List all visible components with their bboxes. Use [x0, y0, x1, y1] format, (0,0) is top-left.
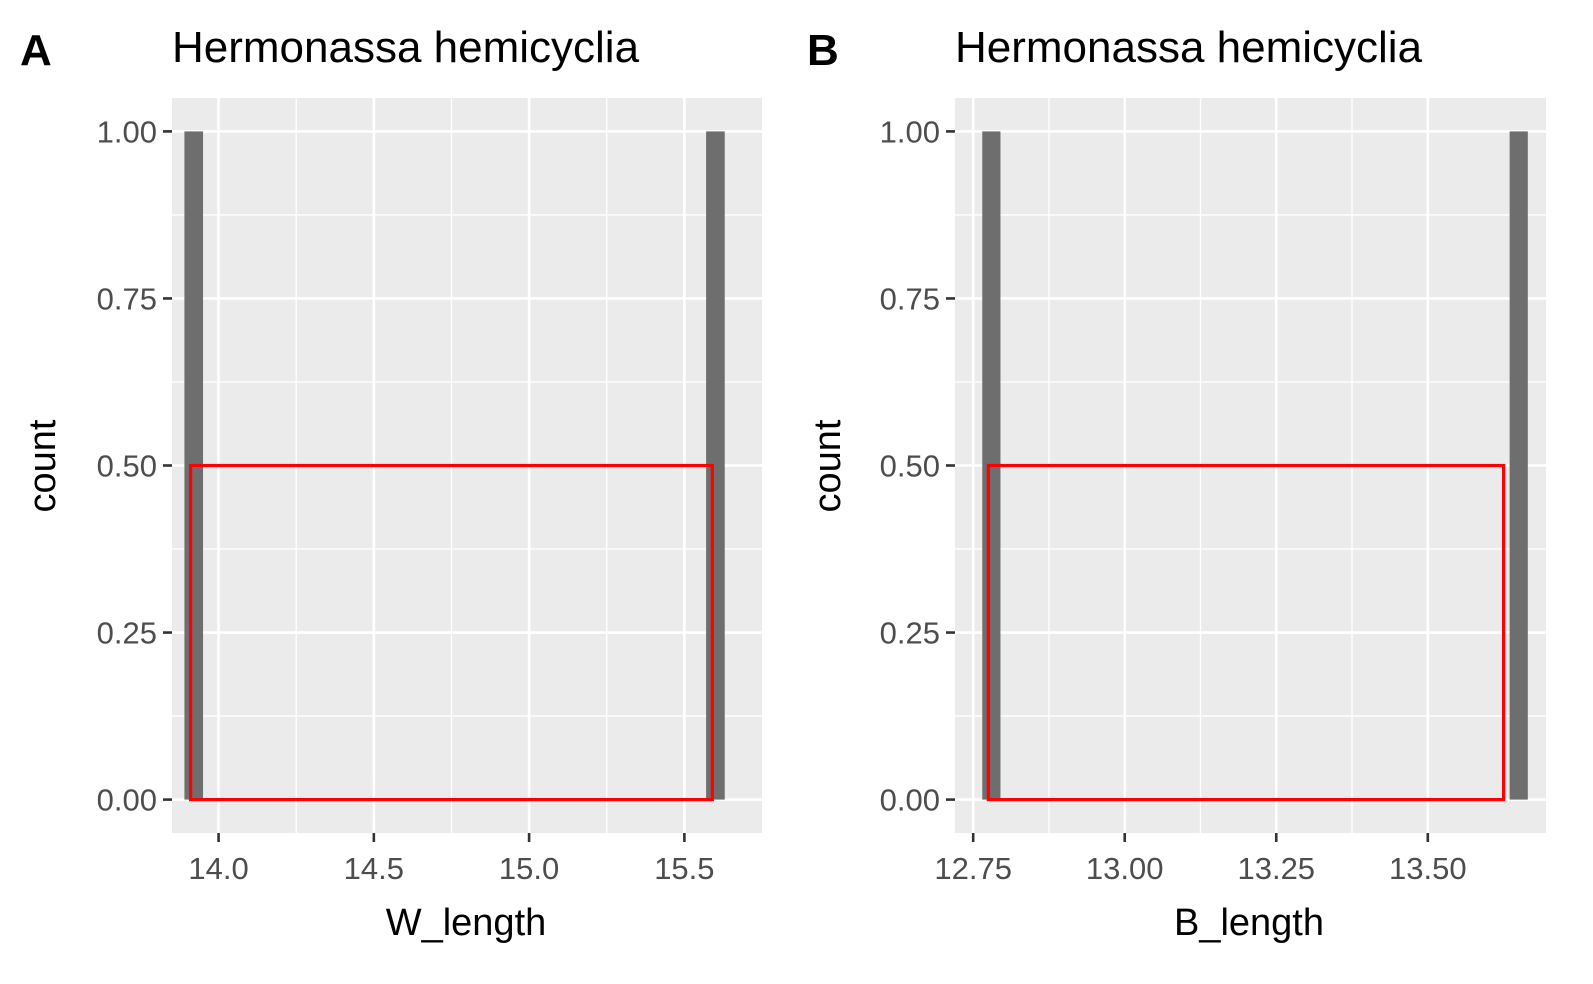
panel-a-y-tick-label: 1.00 — [97, 114, 157, 149]
panel-b-x-axis-title: B_length — [1174, 902, 1324, 944]
panel-b-y-axis-title: count — [807, 419, 849, 512]
panel-b-y-tick-label: 0.25 — [880, 616, 940, 651]
panel-a-x-tick-label: 14.5 — [344, 851, 404, 886]
panel-a-density-outline — [189, 463, 714, 802]
panel-b-x-tick-label: 13.50 — [1389, 851, 1467, 886]
panel-a-y-axis-title: count — [22, 419, 64, 512]
panel-b-density-outline — [986, 463, 1506, 802]
panel-b-x-tick-label: 13.00 — [1086, 851, 1164, 886]
panel-b-y-tick-label: 0.50 — [880, 449, 940, 484]
panel-a-y-tick-label: 0.00 — [97, 783, 157, 818]
panel-a-x-tick-label: 15.5 — [654, 851, 714, 886]
panel-a-letter: A — [20, 26, 52, 75]
panel-b-plot-area: 0.00 0.25 0.50 0.75 1.00 12.75 13.00 13.25 13.50 — [880, 98, 1546, 886]
panel-b: B Hermonassa hemicyclia 0.00 0.25 0.50 0.75… — [807, 23, 1546, 944]
panel-a-x-tick-label: 14.0 — [188, 851, 248, 886]
panel-b-y-tick-label: 1.00 — [880, 114, 940, 149]
panel-b-title: Hermonassa hemicyclia — [955, 23, 1423, 72]
panel-a-y-tick-label: 0.75 — [97, 281, 157, 316]
panel-a-y-tick-label: 0.50 — [97, 449, 157, 484]
panel-b-histogram-bar — [1509, 131, 1528, 800]
panel-a-plot-area: 0.00 0.25 0.50 0.75 1.00 14.0 14.5 15.0 15.5 — [97, 98, 762, 886]
panel-a: A Hermonassa hemicyclia 0.00 0.25 0.50 0.75… — [20, 23, 762, 944]
panel-b-letter: B — [807, 26, 839, 75]
panel-a-x-axis-title: W_length — [386, 902, 547, 944]
panel-b-x-tick-label: 13.25 — [1237, 851, 1315, 886]
panel-a-x-tick-label: 15.0 — [499, 851, 559, 886]
panel-b-y-tick-label: 0.75 — [880, 281, 940, 316]
panel-b-x-tick-label: 12.75 — [934, 851, 1012, 886]
panel-b-y-tick-label: 0.00 — [880, 783, 940, 818]
panel-a-y-tick-label: 0.25 — [97, 616, 157, 651]
panel-a-title: Hermonassa hemicyclia — [172, 23, 640, 72]
